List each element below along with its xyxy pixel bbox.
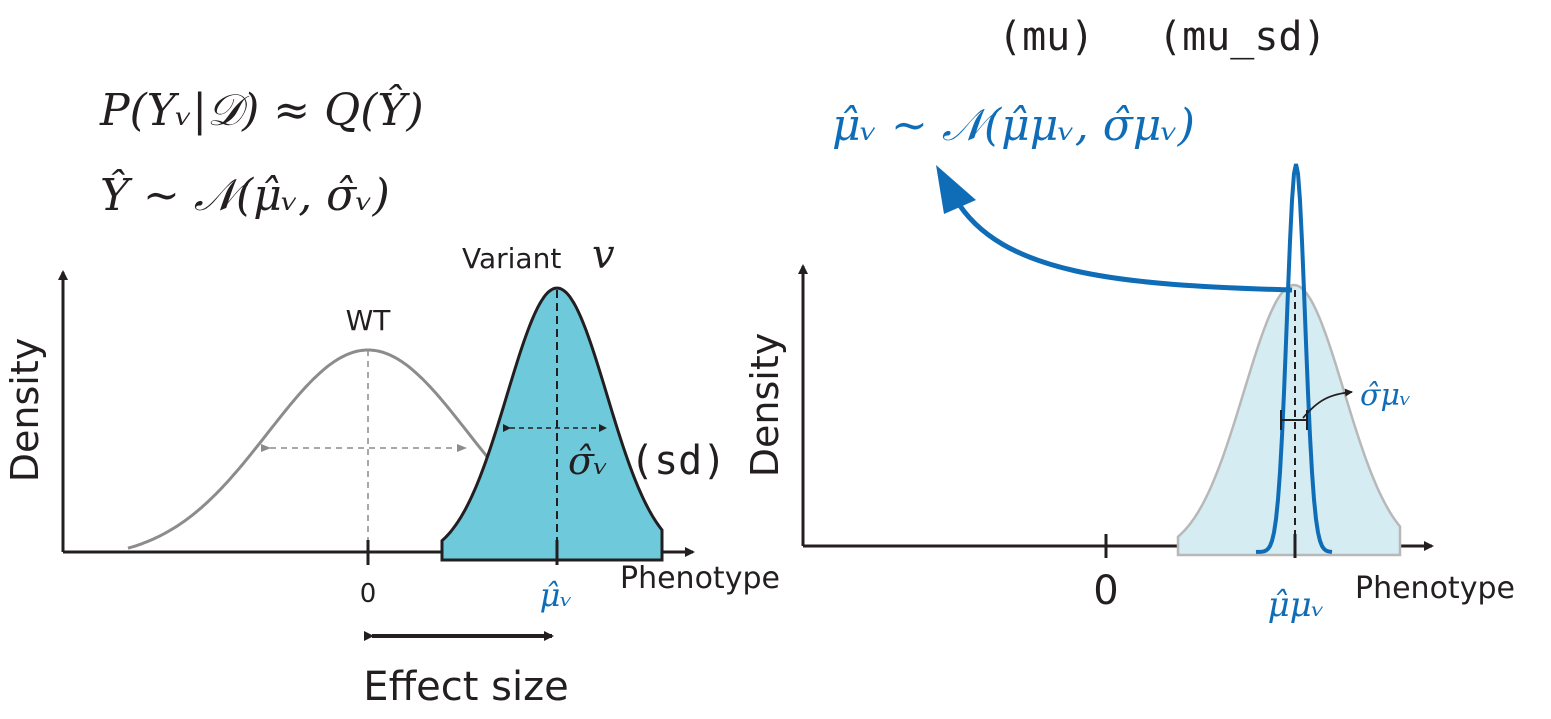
mu-posterior-curve	[1255, 163, 1333, 554]
mapping-arrowhead	[936, 165, 976, 214]
variant-label: Variant	[462, 242, 561, 275]
left-x-axis-label: Phenotype	[620, 561, 780, 596]
mapping-curved-arrow	[952, 196, 1293, 293]
right-y-axis-label: Density	[743, 333, 787, 477]
right-zero-tick-label: 0	[1093, 568, 1118, 614]
code-mu: (mu)	[998, 14, 1094, 60]
wt-density-curve	[127, 348, 494, 550]
code-mu-sd: (mu_sd)	[1158, 14, 1327, 60]
sigma-mu-pointer	[1302, 388, 1353, 419]
left-formula-line2: Ŷ ~ 𝒩(μ̂ᵥ, σ̂ᵥ)	[100, 168, 390, 221]
right-x-axis-label: Phenotype	[1355, 571, 1515, 606]
variant-sigma-label: σ̂ᵥ	[568, 439, 608, 483]
effect-size-label: Effect size	[363, 664, 568, 710]
left-y-axis-label: Density	[3, 338, 47, 482]
right-panel: (mu) (mu_sd) μ̂ᵥ ~ 𝒩(μ̂μᵥ, σ̂μᵥ) Density…	[743, 14, 1515, 625]
wt-label: WT	[346, 304, 392, 337]
right-formula: μ̂ᵥ ~ 𝒩(μ̂μᵥ, σ̂μᵥ)	[832, 100, 1195, 151]
variant-sigma-code: (sd)	[630, 438, 726, 484]
variant-symbol: 𝑣	[592, 232, 615, 278]
variant-density-curve	[440, 286, 664, 562]
left-zero-tick-label: 0	[360, 579, 377, 609]
left-panel: P(Yᵥ|𝒟) ≈ Q(Ŷ) Ŷ ~ 𝒩(μ̂ᵥ, σ̂ᵥ) Density P…	[3, 83, 780, 710]
left-mu-tick-label: μ̂ᵥ	[540, 576, 573, 614]
variant-label-text: Variant	[462, 242, 561, 275]
left-formula-line1: P(Yᵥ|𝒟) ≈ Q(Ŷ)	[99, 83, 424, 136]
right-mu-mu-tick-label: μ̂μᵥ	[1268, 585, 1325, 625]
sigma-mu-label: σ̂μᵥ	[1360, 378, 1411, 413]
